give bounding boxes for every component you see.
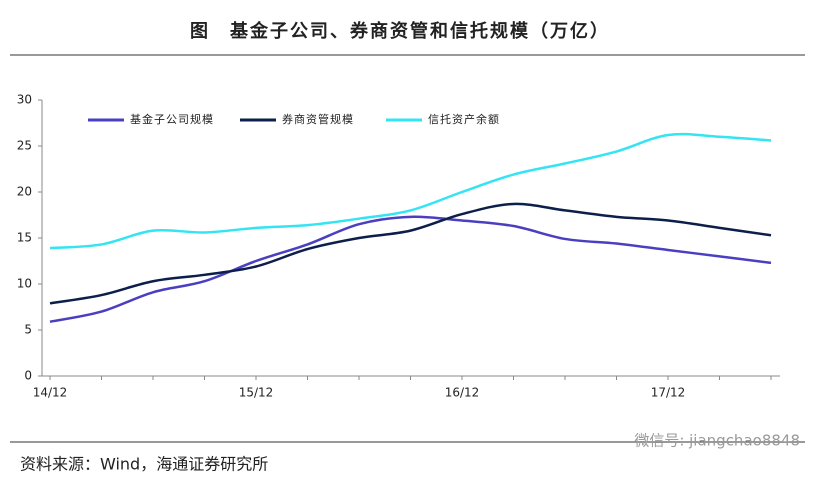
- x-tick-label: 17/12: [651, 386, 686, 400]
- legend-label: 券商资管规模: [282, 112, 354, 126]
- y-tick-label: 0: [24, 369, 32, 383]
- x-tick-label: 16/12: [445, 386, 480, 400]
- series-line: [49, 132, 772, 250]
- series-line: [49, 215, 772, 323]
- watermark: 微信号: jiangchao8848: [634, 432, 800, 450]
- y-tick-label: 25: [17, 139, 32, 153]
- y-tick-label: 20: [17, 185, 32, 199]
- chart-title: 图 基金子公司、券商资管和信托规模（万亿）: [190, 20, 610, 42]
- y-tick-label: 5: [24, 323, 32, 337]
- y-tick-label: 30: [17, 93, 32, 107]
- source: 资料来源：Wind，海通证券研究所: [20, 455, 268, 474]
- legend-label: 信托资产余额: [428, 112, 500, 126]
- y-tick-label: 15: [17, 231, 32, 245]
- y-tick-label: 10: [17, 277, 32, 291]
- legend-label: 基金子公司规模: [130, 112, 214, 126]
- x-tick-label: 14/12: [33, 386, 68, 400]
- series-line: [49, 202, 772, 305]
- x-tick-label: 15/12: [239, 386, 274, 400]
